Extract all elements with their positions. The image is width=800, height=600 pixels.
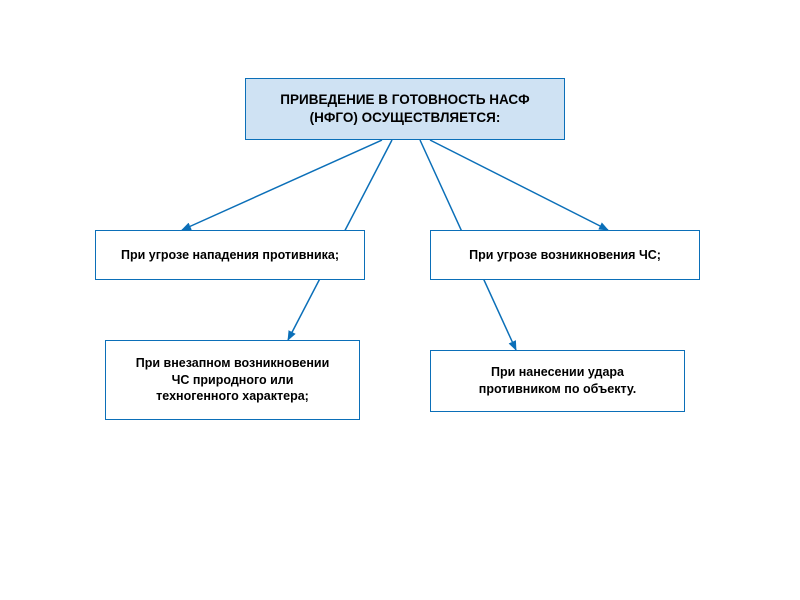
n3-line1: При внезапном возникновении	[136, 356, 330, 370]
root-line2: (НФГО) ОСУЩЕСТВЛЯЕТСЯ:	[310, 110, 501, 125]
child-node-3: При внезапном возникновении ЧС природног…	[105, 340, 360, 420]
diagram-canvas: ПРИВЕДЕНИЕ В ГОТОВНОСТЬ НАСФ (НФГО) ОСУЩ…	[0, 0, 800, 600]
n3-line2: ЧС природного или	[172, 373, 294, 387]
child-node-1: При угрозе нападения противника;	[95, 230, 365, 280]
child-node-2: При угрозе возникновения ЧС;	[430, 230, 700, 280]
n2-text: При угрозе возникновения ЧС;	[469, 247, 661, 264]
child-node-4: При нанесении удара противником по объек…	[430, 350, 685, 412]
n3-line3: техногенного характера;	[156, 389, 309, 403]
root-node: ПРИВЕДЕНИЕ В ГОТОВНОСТЬ НАСФ (НФГО) ОСУЩ…	[245, 78, 565, 140]
n4-line2: противником по объекту.	[479, 382, 636, 396]
n4-line1: При нанесении удара	[491, 365, 624, 379]
n1-text: При угрозе нападения противника;	[121, 247, 339, 264]
root-line1: ПРИВЕДЕНИЕ В ГОТОВНОСТЬ НАСФ	[280, 92, 529, 107]
